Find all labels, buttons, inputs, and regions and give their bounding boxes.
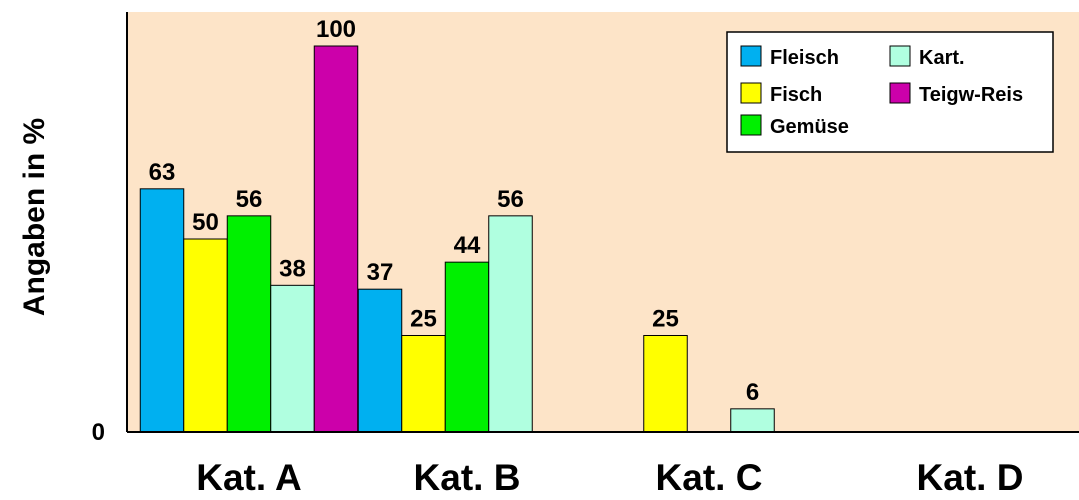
bar-kat-c-fisch	[643, 335, 688, 433]
legend-swatch-kart-	[889, 45, 911, 67]
value-label-kat-c-kart-: 6	[746, 379, 759, 406]
bar-kat-a-gem-se	[226, 215, 272, 433]
bar-kat-a-fleisch	[139, 188, 185, 433]
legend-swatch-fisch	[740, 82, 762, 104]
legend-label-fleisch: Fleisch	[770, 47, 839, 69]
value-label-kat-a-kart-: 38	[279, 255, 306, 282]
legend-label-fisch: Fisch	[770, 84, 822, 106]
value-label-kat-a-teigw-reis: 100	[316, 16, 356, 43]
y-tick-label-0: 0	[92, 419, 105, 446]
value-label-kat-b-gem-se: 44	[454, 232, 481, 259]
legend-swatch-teigw-reis	[889, 82, 911, 104]
x-tick-label-kat-a: Kat. A	[196, 457, 302, 498]
legend-swatch-gem-se	[740, 114, 762, 136]
value-label-kat-b-fleisch: 37	[367, 259, 394, 286]
bar-kat-b-kart-	[488, 215, 533, 433]
x-tick-label-kat-b: Kat. B	[414, 457, 521, 498]
x-tick-label-kat-d: Kat. D	[917, 457, 1024, 498]
bar-kat-a-fisch	[183, 238, 228, 433]
bar-kat-b-fisch	[401, 335, 446, 433]
legend-label-gem-se: Gemüse	[770, 116, 849, 138]
bar-kat-b-fleisch	[357, 288, 403, 433]
bar-kat-a-kart-	[270, 284, 315, 433]
x-tick-label-kat-c: Kat. C	[656, 457, 763, 498]
legend-label-teigw-reis: Teigw-Reis	[919, 84, 1023, 106]
legend-swatch-fleisch	[740, 45, 762, 67]
value-label-kat-a-fisch: 50	[192, 209, 219, 236]
value-label-kat-b-kart-: 56	[497, 186, 524, 213]
bar-kat-a-teigw-reis	[313, 45, 359, 433]
value-label-kat-a-fleisch: 63	[149, 159, 176, 186]
legend: Fleisch Fisch Gemüse Kart. Teigw-Reis	[726, 31, 1054, 153]
bar-kat-c-kart-	[730, 408, 775, 433]
value-label-kat-c-fisch: 25	[652, 306, 679, 333]
value-label-kat-b-fisch: 25	[410, 306, 437, 333]
legend-label-kart-: Kart.	[919, 47, 965, 69]
bar-kat-b-gem-se	[444, 261, 490, 433]
y-axis-label: Angaben in %	[18, 118, 51, 316]
value-label-kat-a-gem-se: 56	[236, 186, 263, 213]
